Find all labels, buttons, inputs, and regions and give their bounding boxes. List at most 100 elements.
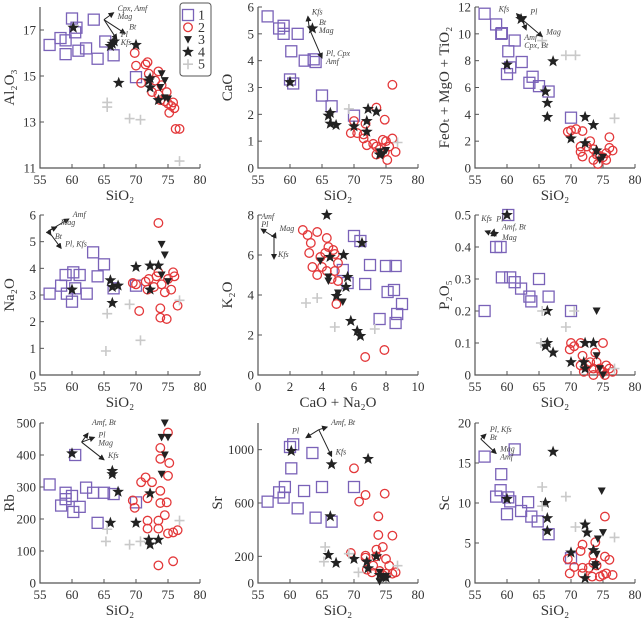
data-point-series-2 <box>153 523 164 534</box>
data-point-series-1 <box>91 52 104 65</box>
data-point-series-1 <box>363 258 377 272</box>
vector-label: Kfs <box>480 214 492 223</box>
legend-marker-1 <box>181 8 195 22</box>
data-point-series-1 <box>107 49 120 62</box>
data-point-series-4 <box>581 526 593 538</box>
data-point-series-1 <box>315 89 329 102</box>
vector-label: Kfs <box>498 5 510 14</box>
x-tick-label: 70 <box>348 172 361 187</box>
panel-3: 55 60 65 70 75 80 0 2 4 6 8 10 12 SiO₂ FeOₜ + MgO + Ti… <box>437 0 642 204</box>
legend-label: 4 <box>198 45 205 60</box>
data-point-series-1 <box>297 484 311 498</box>
data-point-series-3 <box>592 307 601 315</box>
data-point-series-4 <box>351 324 364 337</box>
data-point-series-2 <box>169 271 180 282</box>
data-point-series-2 <box>373 511 384 522</box>
data-point-series-4 <box>360 555 373 567</box>
data-point-series-4 <box>112 76 125 88</box>
data-point-series-1 <box>43 38 56 52</box>
data-point-series-2 <box>373 530 384 540</box>
y-tick-label: 0 <box>248 161 255 176</box>
y-tick-label: 10 <box>458 496 471 511</box>
y-tick-label: 2 <box>465 134 472 149</box>
panel-9: 55 60 65 70 75 80 0 5 10 15 20 SiO₂ Sc Pl, KfsBtMagAm… <box>437 416 642 620</box>
x-tick-label: 65 <box>533 587 546 602</box>
data-point-series-2 <box>588 370 599 380</box>
vector-label: Cpx, Bt <box>524 41 549 50</box>
data-point-series-3 <box>593 535 602 543</box>
data-point-series-5 <box>124 299 135 310</box>
data-point-series-2 <box>131 279 141 290</box>
axes-frame <box>39 423 200 584</box>
x-tick-label: 60 <box>284 172 297 187</box>
data-point-series-3 <box>375 578 384 586</box>
data-point-series-2 <box>159 287 170 298</box>
data-point-series-1 <box>495 271 509 284</box>
data-point-series-4 <box>144 538 156 550</box>
data-point-series-4 <box>130 260 142 273</box>
x-tick-label: 65 <box>533 172 546 187</box>
y-tick-label: 8 <box>465 53 472 68</box>
data-point-series-1 <box>379 259 393 273</box>
data-point-series-4 <box>330 556 342 569</box>
x-tick-label: 75 <box>162 379 175 394</box>
legend-marker-3 <box>184 36 192 44</box>
data-point-series-3 <box>160 451 169 459</box>
y-tick-label: 10 <box>458 26 471 41</box>
data-point-series-5 <box>102 524 113 535</box>
data-point-series-5 <box>174 295 185 306</box>
data-point-series-5 <box>102 308 113 319</box>
x-tick-label: 80 <box>194 379 207 394</box>
data-point-series-4 <box>541 304 554 317</box>
data-point-series-5 <box>174 515 185 526</box>
data-point-series-4 <box>539 85 552 97</box>
data-point-series-2 <box>136 77 147 88</box>
data-point-series-1 <box>309 55 322 69</box>
y-tick-label: 4 <box>248 53 255 68</box>
vector-label: Pl <box>120 30 129 39</box>
data-point-series-2 <box>297 225 308 235</box>
data-point-series-2 <box>607 366 618 377</box>
vector-label: Pl, Cpx <box>325 49 350 58</box>
data-point-series-1 <box>500 67 514 81</box>
data-point-series-4 <box>66 447 78 459</box>
data-point-series-3 <box>160 419 169 427</box>
data-point-series-1 <box>80 287 93 300</box>
data-point-series-4 <box>541 524 554 537</box>
data-point-series-2 <box>599 511 610 522</box>
data-point-series-4 <box>144 72 156 84</box>
data-point-series-4 <box>324 106 337 119</box>
data-point-series-2 <box>161 314 172 324</box>
vector-label: Amf <box>260 212 276 221</box>
x-tick-label: 55 <box>252 587 265 602</box>
axes-frame <box>39 215 200 376</box>
vector-label: Pl <box>291 427 300 436</box>
data-point-series-1 <box>495 468 508 481</box>
x-tick-label: 65 <box>98 587 111 602</box>
data-point-series-4 <box>324 250 336 263</box>
x-tick-label: 55 <box>34 172 47 187</box>
data-point-series-3 <box>157 271 166 279</box>
x-tick-label: 55 <box>469 379 482 394</box>
y-axis-label: Sr <box>210 496 226 509</box>
y-tick-label: 1000 <box>228 442 254 457</box>
data-point-series-1 <box>277 19 290 32</box>
data-point-series-2 <box>155 485 166 496</box>
vector-label: Bt <box>490 433 498 442</box>
data-point-series-1 <box>291 502 304 515</box>
data-point-series-2 <box>604 142 615 153</box>
data-point-series-2 <box>577 151 588 162</box>
x-axis-label: SiO₂ <box>324 188 353 204</box>
data-point-series-4 <box>565 132 577 144</box>
data-point-series-2 <box>569 341 580 352</box>
y-tick-label: 1 <box>248 134 255 149</box>
data-point-series-3 <box>324 277 333 285</box>
data-point-series-1 <box>525 295 538 308</box>
y-tick-label: 0.5 <box>455 208 471 223</box>
x-tick-label: 80 <box>412 587 425 602</box>
data-point-series-4 <box>501 208 513 221</box>
data-point-series-2 <box>174 123 185 134</box>
data-point-series-2 <box>381 136 391 147</box>
x-axis-label: SiO₂ <box>324 603 353 619</box>
